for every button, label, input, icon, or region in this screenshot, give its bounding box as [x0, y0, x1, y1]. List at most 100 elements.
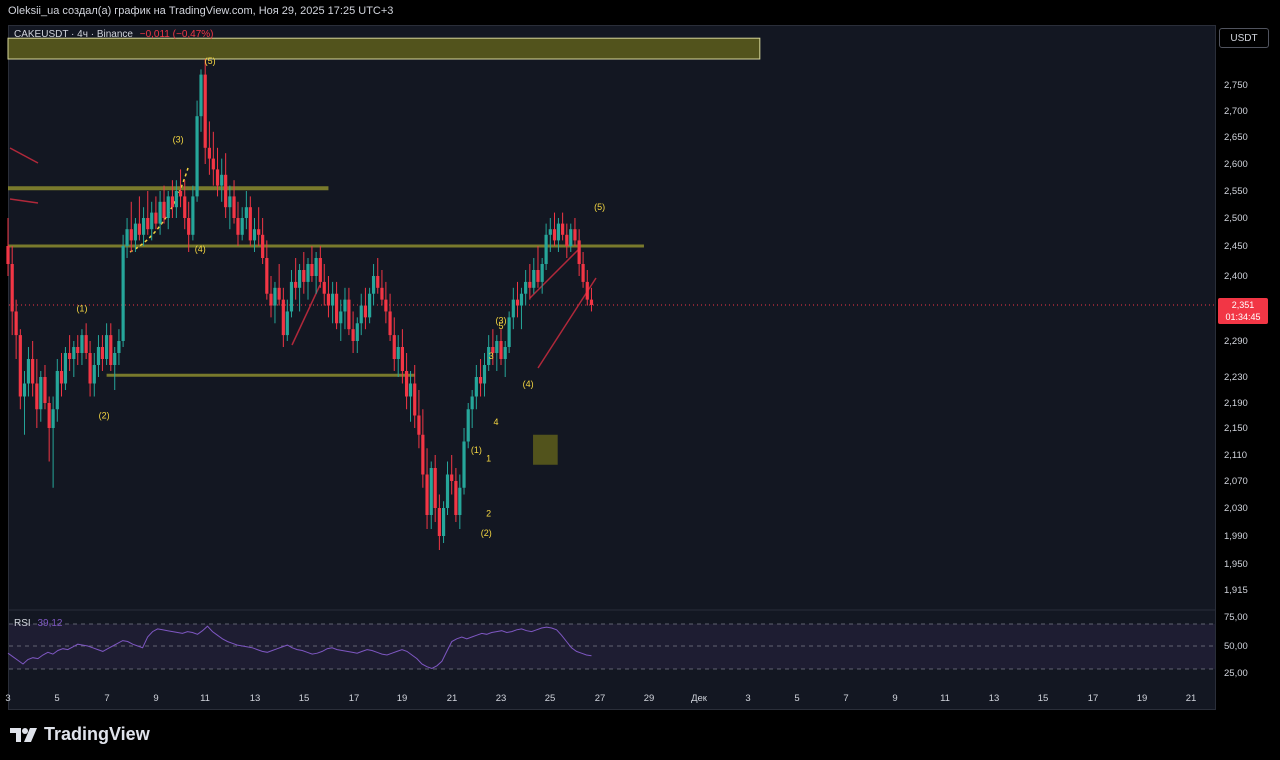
candle — [195, 116, 199, 197]
rsi-legend[interactable]: RSI 39,12 — [14, 618, 62, 629]
candle — [162, 201, 166, 218]
candle — [302, 270, 306, 282]
candle — [68, 353, 72, 359]
tradingview-logo[interactable]: TradingView — [10, 724, 150, 745]
wave-label: (5) — [594, 202, 605, 212]
wave-label: 3 — [489, 351, 494, 361]
time-tick-label: 9 — [153, 693, 158, 704]
trend-line — [9, 147, 39, 164]
candle — [441, 508, 446, 536]
candle — [540, 264, 544, 282]
price-tick-label: 2,190 — [1224, 398, 1248, 409]
candle — [314, 258, 318, 276]
price-change: −0,011 (−0,47%) — [139, 29, 214, 40]
price-tick-label: 2,150 — [1224, 423, 1248, 434]
candle — [273, 287, 277, 306]
candle — [228, 196, 232, 208]
candle — [458, 487, 462, 515]
candle — [76, 347, 80, 353]
candle — [96, 347, 101, 365]
wave-label: (4) — [195, 244, 206, 254]
candle — [18, 335, 22, 397]
candle — [536, 270, 540, 282]
candle — [92, 365, 96, 384]
candle — [585, 281, 589, 300]
candle — [454, 481, 458, 515]
candle — [109, 335, 113, 365]
candle — [203, 74, 207, 148]
candle — [257, 229, 261, 235]
candle — [507, 317, 511, 347]
candle — [154, 212, 158, 224]
tradingview-logo-icon — [10, 727, 37, 742]
time-tick-label: 23 — [496, 693, 507, 704]
rsi-tick-label: 25,00 — [1224, 668, 1248, 679]
candle — [248, 207, 252, 241]
candle — [31, 359, 35, 384]
symbol-label: CAKEUSDT · 4ч · Binance — [14, 29, 133, 40]
candle — [261, 234, 265, 258]
candle — [26, 359, 31, 384]
wave-label: (2) — [99, 411, 110, 421]
time-tick-label: 7 — [104, 693, 109, 704]
candle — [6, 246, 10, 264]
candle — [80, 335, 84, 353]
candle — [376, 276, 380, 288]
zone-top — [7, 37, 761, 60]
candle — [450, 474, 454, 481]
candle — [55, 371, 59, 410]
rsi-tick-label: 75,00 — [1224, 612, 1248, 623]
candle — [187, 218, 191, 235]
candle — [331, 293, 335, 306]
candle — [113, 353, 117, 365]
candle — [462, 441, 466, 488]
candle — [306, 264, 310, 282]
time-tick-label: 13 — [989, 693, 1000, 704]
candle — [466, 409, 470, 442]
time-tick-label: 11 — [200, 693, 210, 704]
candle — [84, 335, 88, 353]
price-tick-label: 2,500 — [1224, 213, 1248, 224]
wave-label: 1 — [486, 454, 491, 464]
time-tick-label: Дек — [691, 693, 708, 704]
candle — [137, 223, 141, 235]
candle — [487, 347, 491, 365]
candle — [577, 240, 581, 264]
curve-line — [129, 167, 189, 253]
candle — [298, 270, 302, 288]
candle — [10, 264, 14, 312]
price-tick-label: 1,915 — [1224, 585, 1248, 596]
candle — [511, 299, 515, 318]
price-tick-label: 2,110 — [1224, 450, 1247, 461]
trend-line — [291, 284, 321, 346]
candle — [532, 270, 536, 288]
currency-unit-button[interactable]: USDT — [1219, 28, 1269, 48]
candle — [47, 403, 51, 428]
time-tick-label: 29 — [644, 693, 655, 704]
candle — [59, 371, 64, 384]
wave-label: 4 — [494, 417, 499, 427]
candle — [371, 276, 376, 294]
candle — [384, 299, 388, 312]
candle — [35, 383, 39, 410]
rsi-value: 39,12 — [37, 618, 63, 629]
candle — [573, 229, 577, 241]
candle — [281, 299, 285, 336]
rsi-label: RSI — [14, 618, 31, 629]
bar-countdown: 01:34:45 — [1225, 312, 1261, 322]
trend-line — [9, 198, 39, 204]
candle — [404, 371, 409, 397]
price-tick-label: 2,650 — [1224, 132, 1248, 143]
candle — [355, 323, 359, 341]
candle — [519, 293, 524, 306]
candle — [183, 196, 187, 218]
time-tick-label: 5 — [54, 693, 59, 704]
candle — [199, 74, 203, 117]
candle — [318, 258, 322, 282]
wave-label: 5 — [498, 321, 503, 331]
symbol-legend[interactable]: CAKEUSDT · 4ч · Binance −0,011 (−0,47%) — [14, 29, 214, 40]
price-axis-panel[interactable] — [1216, 25, 1272, 710]
time-tick-label: 17 — [1088, 693, 1099, 704]
wave-label: (2) — [481, 528, 492, 538]
